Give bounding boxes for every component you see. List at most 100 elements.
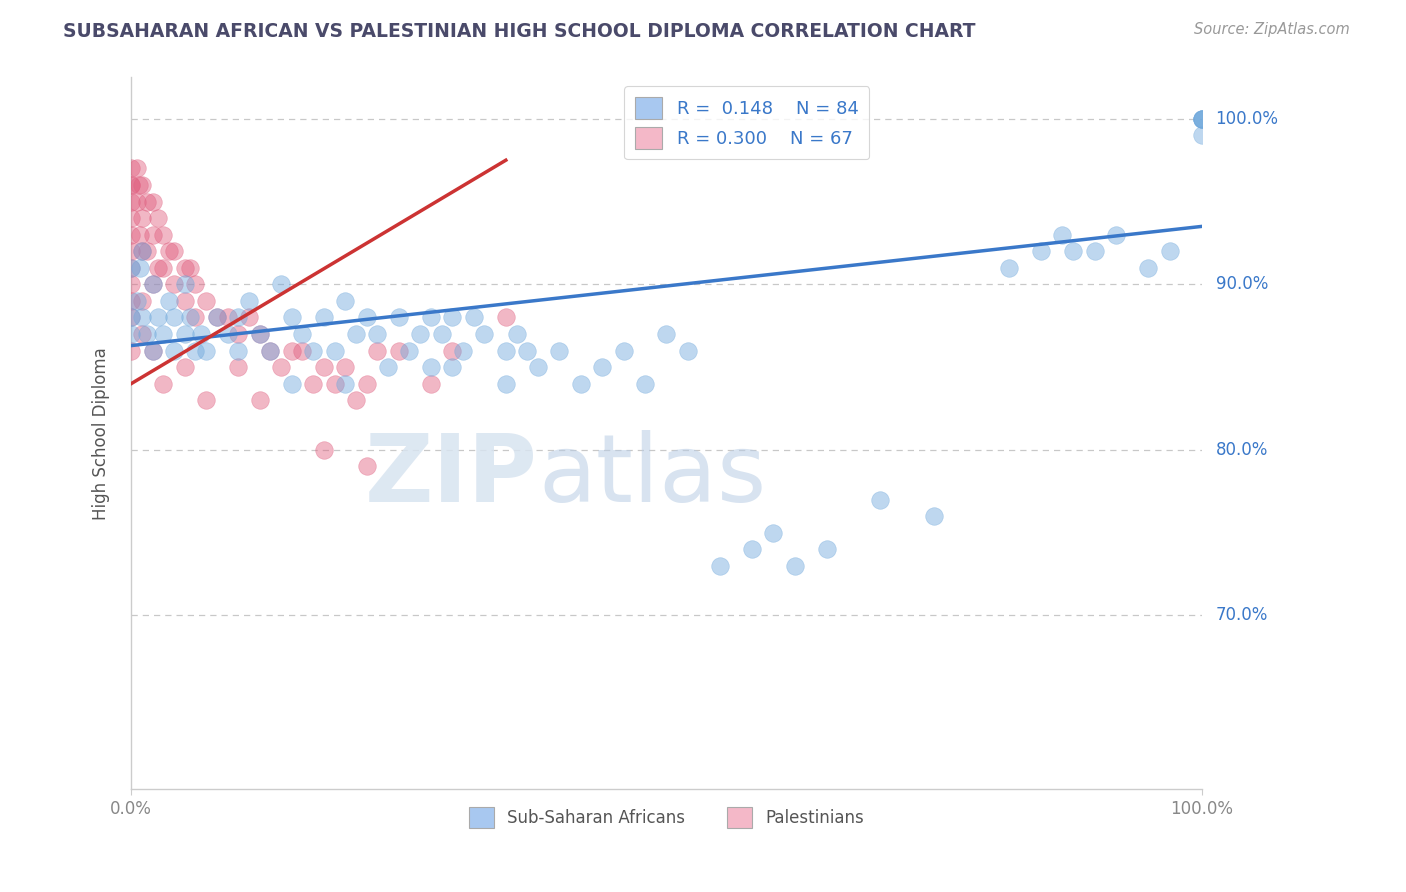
Point <box>128 260 150 275</box>
Point <box>120 194 142 209</box>
Point <box>270 277 292 292</box>
Point <box>998 260 1021 275</box>
Point <box>179 260 201 275</box>
Point <box>1029 244 1052 259</box>
Point <box>302 343 325 358</box>
Y-axis label: High School Diploma: High School Diploma <box>93 347 110 520</box>
Point <box>335 293 357 308</box>
Text: ZIP: ZIP <box>366 430 538 522</box>
Point <box>783 558 806 573</box>
Point <box>226 310 249 325</box>
Point <box>356 459 378 474</box>
Point <box>335 360 357 375</box>
Point <box>270 360 292 375</box>
Point <box>131 244 153 259</box>
Point <box>569 376 592 391</box>
Point <box>613 343 636 358</box>
Point <box>1105 227 1128 242</box>
Point <box>1062 244 1084 259</box>
Point <box>226 360 249 375</box>
Point <box>120 161 142 176</box>
Point <box>152 326 174 341</box>
Point <box>356 310 378 325</box>
Point <box>302 376 325 391</box>
Point <box>142 343 165 358</box>
Point <box>152 227 174 242</box>
Point <box>419 360 441 375</box>
Point <box>259 343 281 358</box>
Point <box>869 492 891 507</box>
Point <box>366 343 388 358</box>
Point <box>152 376 174 391</box>
Point <box>120 343 142 358</box>
Point <box>323 343 346 358</box>
Point <box>516 343 538 358</box>
Point <box>146 211 169 226</box>
Point <box>120 178 142 192</box>
Point <box>131 244 153 259</box>
Point <box>125 293 148 308</box>
Point <box>184 277 207 292</box>
Point <box>398 343 420 358</box>
Point <box>179 310 201 325</box>
Point <box>676 343 699 358</box>
Text: 90.0%: 90.0% <box>1216 276 1268 293</box>
Point <box>419 310 441 325</box>
Point <box>128 178 150 192</box>
Point <box>655 326 678 341</box>
Text: 70.0%: 70.0% <box>1216 607 1268 624</box>
Point <box>249 393 271 408</box>
Point <box>142 343 165 358</box>
Point <box>173 260 195 275</box>
Point <box>388 310 411 325</box>
Point <box>323 376 346 391</box>
Point <box>238 293 260 308</box>
Point <box>280 376 302 391</box>
Point <box>173 277 195 292</box>
Point <box>312 442 335 457</box>
Point <box>173 326 195 341</box>
Point <box>120 326 142 341</box>
Point <box>344 326 367 341</box>
Point <box>495 343 517 358</box>
Point <box>591 360 613 375</box>
Point <box>430 326 453 341</box>
Point <box>505 326 527 341</box>
Point <box>120 178 142 192</box>
Text: atlas: atlas <box>538 430 766 522</box>
Point <box>217 326 239 341</box>
Point <box>441 360 464 375</box>
Point <box>335 376 357 391</box>
Point <box>495 376 517 391</box>
Point <box>226 326 249 341</box>
Text: 80.0%: 80.0% <box>1216 441 1268 458</box>
Legend: Sub-Saharan Africans, Palestinians: Sub-Saharan Africans, Palestinians <box>463 801 870 834</box>
Point <box>120 227 142 242</box>
Point <box>136 244 159 259</box>
Point <box>120 293 142 308</box>
Text: Source: ZipAtlas.com: Source: ZipAtlas.com <box>1194 22 1350 37</box>
Point <box>120 260 142 275</box>
Point <box>120 244 142 259</box>
Point <box>291 343 314 358</box>
Point <box>205 310 228 325</box>
Point <box>1084 244 1107 259</box>
Point <box>173 360 195 375</box>
Point <box>1191 112 1213 126</box>
Point <box>249 326 271 341</box>
Text: 100.0%: 100.0% <box>1216 110 1278 128</box>
Point <box>157 293 180 308</box>
Point <box>762 525 785 540</box>
Point <box>226 343 249 358</box>
Point <box>152 260 174 275</box>
Point <box>441 343 464 358</box>
Point <box>125 161 148 176</box>
Point <box>173 293 195 308</box>
Point <box>709 558 731 573</box>
Point <box>451 343 474 358</box>
Point <box>146 260 169 275</box>
Point <box>463 310 485 325</box>
Point <box>377 360 399 375</box>
Point <box>1137 260 1160 275</box>
Point <box>815 542 838 557</box>
